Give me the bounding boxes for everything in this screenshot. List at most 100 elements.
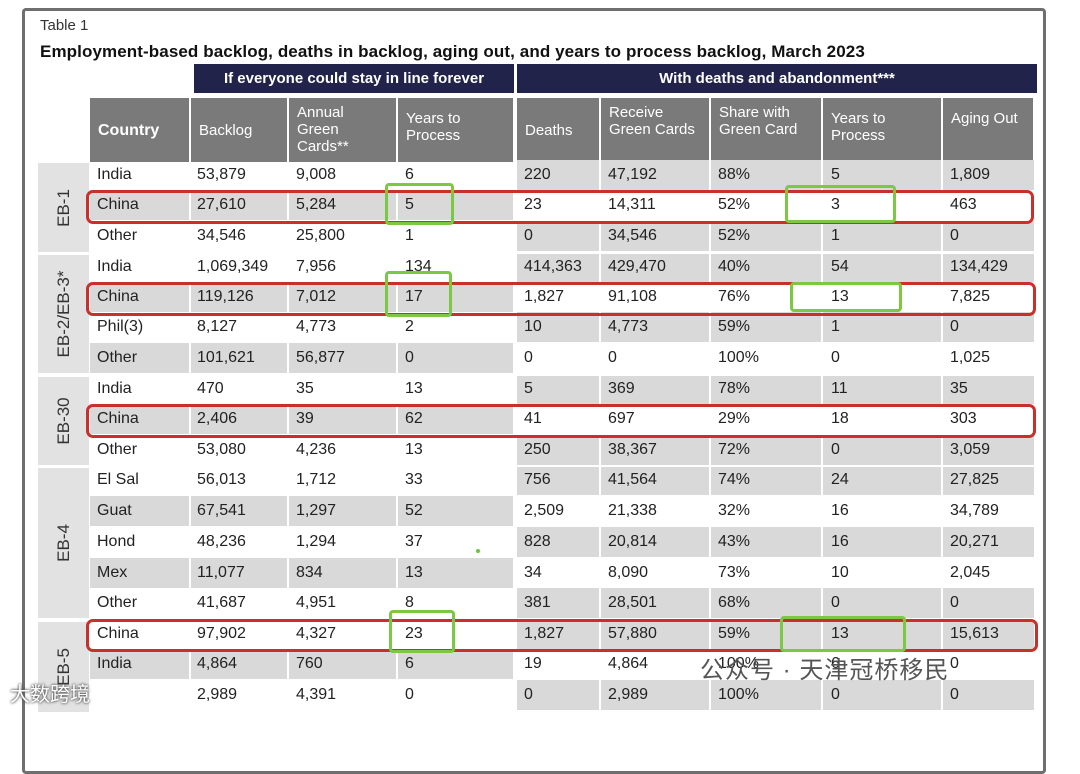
cell-deaths: 414,363 <box>524 258 582 275</box>
cell-backlog: 4,864 <box>197 655 238 672</box>
cell-country: China <box>97 410 139 427</box>
cell-deaths: 19 <box>524 655 542 672</box>
cell-years1: 1 <box>405 227 414 244</box>
watermark-text: 公众号 · 天津冠桥移民 <box>700 657 950 684</box>
cell-receive: 41,564 <box>608 471 657 488</box>
cell-share: 73% <box>718 564 751 581</box>
cell-aging: 0 <box>950 686 959 703</box>
cell-years2: 0 <box>831 594 840 611</box>
cell-deaths: 220 <box>524 166 551 183</box>
cell-annual: 5,284 <box>296 196 337 213</box>
cell-aging: 0 <box>950 318 959 335</box>
table-row: India 4,864 760 6 19 4,864 100% 6 0 <box>90 649 1034 679</box>
cell-annual: 9,008 <box>296 166 337 183</box>
cell-backlog: 48,236 <box>197 533 246 550</box>
cell-country: El Sal <box>97 471 139 488</box>
cell-receive: 697 <box>608 410 635 427</box>
cell-share: 72% <box>718 441 751 458</box>
cell-years2: 6 <box>831 655 840 672</box>
col-header-backlog: Backlog <box>191 98 287 162</box>
cell-years1: 33 <box>405 471 423 488</box>
cell-years1: 6 <box>405 166 414 183</box>
cell-aging: 134,429 <box>950 258 1008 275</box>
cell-deaths: 0 <box>524 686 533 703</box>
cell-years1: 23 <box>405 625 423 642</box>
cell-years2: 0 <box>831 349 840 366</box>
cell-years2: 16 <box>831 502 849 519</box>
cell-years2: 13 <box>831 625 849 642</box>
table-row: 2,989 4,391 0 0 2,989 100% 0 0 <box>90 680 1034 710</box>
cell-receive: 20,814 <box>608 533 657 550</box>
cell-years2: 54 <box>831 258 849 275</box>
cell-backlog: 56,013 <box>197 471 246 488</box>
cell-backlog: 27,610 <box>197 196 246 213</box>
cell-receive: 38,367 <box>608 441 657 458</box>
table-row: India 53,879 9,008 6 220 47,192 88% 5 1,809 <box>90 160 1034 190</box>
cell-annual: 39 <box>296 410 314 427</box>
table-row: China 27,610 5,284 5 23 14,311 52% 3 463 <box>90 190 1034 220</box>
cell-share: 40% <box>718 258 751 275</box>
cell-country: India <box>97 258 132 275</box>
cell-share: 100% <box>718 655 759 672</box>
cell-aging: 303 <box>950 410 977 427</box>
cell-receive: 8,090 <box>608 564 649 581</box>
table-row: China 2,406 39 62 41 697 29% 18 303 <box>90 404 1034 434</box>
col-header-years1: Years to Process <box>398 98 513 162</box>
cell-years1: 62 <box>405 410 423 427</box>
cell-receive: 28,501 <box>608 594 657 611</box>
cell-years1: 17 <box>405 288 423 305</box>
cell-aging: 463 <box>950 196 977 213</box>
cell-country: China <box>97 625 139 642</box>
highlight-cell-years <box>385 271 452 317</box>
cell-aging: 0 <box>950 594 959 611</box>
cell-backlog: 53,080 <box>197 441 246 458</box>
cell-years2: 0 <box>831 441 840 458</box>
cell-share: 68% <box>718 594 751 611</box>
col-header-years2: Years to Process <box>823 98 941 162</box>
cell-backlog: 97,902 <box>197 625 246 642</box>
highlight-row-eb1-china <box>86 190 1034 224</box>
cell-backlog: 1,069,349 <box>197 258 269 275</box>
cell-receive: 4,773 <box>608 318 649 335</box>
cell-country: Phil(3) <box>97 318 144 335</box>
cell-years1: 13 <box>405 564 423 581</box>
table-row: El Sal 56,013 1,712 33 756 41,564 74% 24 27,825 <box>90 465 1034 495</box>
cell-years2: 18 <box>831 410 849 427</box>
cell-deaths: 0 <box>524 227 533 244</box>
group-header-forever: If everyone could stay in line forever <box>194 64 514 93</box>
cell-deaths: 41 <box>524 410 542 427</box>
cell-deaths: 828 <box>524 533 551 550</box>
category-band-eb5: EB-5 <box>38 622 89 712</box>
table-row: Phil(3) 8,127 4,773 2 10 4,773 59% 1 0 <box>90 312 1034 342</box>
cell-receive: 57,880 <box>608 625 657 642</box>
table-row: Other 34,546 25,800 1 0 34,546 52% 1 0 <box>90 221 1034 251</box>
cell-aging: 20,271 <box>950 533 999 550</box>
stray-dot <box>476 549 480 553</box>
cell-annual: 7,956 <box>296 258 337 275</box>
cell-years1: 5 <box>405 196 414 213</box>
cell-aging: 0 <box>950 227 959 244</box>
table-row: Other 41,687 4,951 8 381 28,501 68% 0 0 <box>90 588 1034 618</box>
cell-share: 76% <box>718 288 751 305</box>
cell-receive: 91,108 <box>608 288 657 305</box>
table-row: Mex 11,077 834 13 34 8,090 73% 10 2,045 <box>90 558 1034 588</box>
cell-years2: 1 <box>831 227 840 244</box>
cell-country: India <box>97 655 132 672</box>
table-row: China 119,126 7,012 17 1,827 91,108 76% 13 7,825 <box>90 282 1034 312</box>
cell-receive: 0 <box>608 349 617 366</box>
cell-country: Other <box>97 441 138 458</box>
cell-annual: 1,297 <box>296 502 337 519</box>
table-title: Employment-based backlog, deaths in back… <box>40 42 865 61</box>
cell-share: 52% <box>718 227 751 244</box>
cell-share: 100% <box>718 686 759 703</box>
cell-deaths: 250 <box>524 441 551 458</box>
cell-annual: 1,294 <box>296 533 337 550</box>
watermark-corner: 大数跨境 <box>10 684 90 706</box>
cell-years1: 37 <box>405 533 423 550</box>
cell-aging: 3,059 <box>950 441 991 458</box>
cell-backlog: 53,879 <box>197 166 246 183</box>
cell-annual: 834 <box>296 564 323 581</box>
cell-aging: 1,809 <box>950 166 991 183</box>
cell-aging: 0 <box>950 655 959 672</box>
table-row: Other 101,621 56,877 0 0 0 100% 0 1,025 <box>90 343 1034 373</box>
